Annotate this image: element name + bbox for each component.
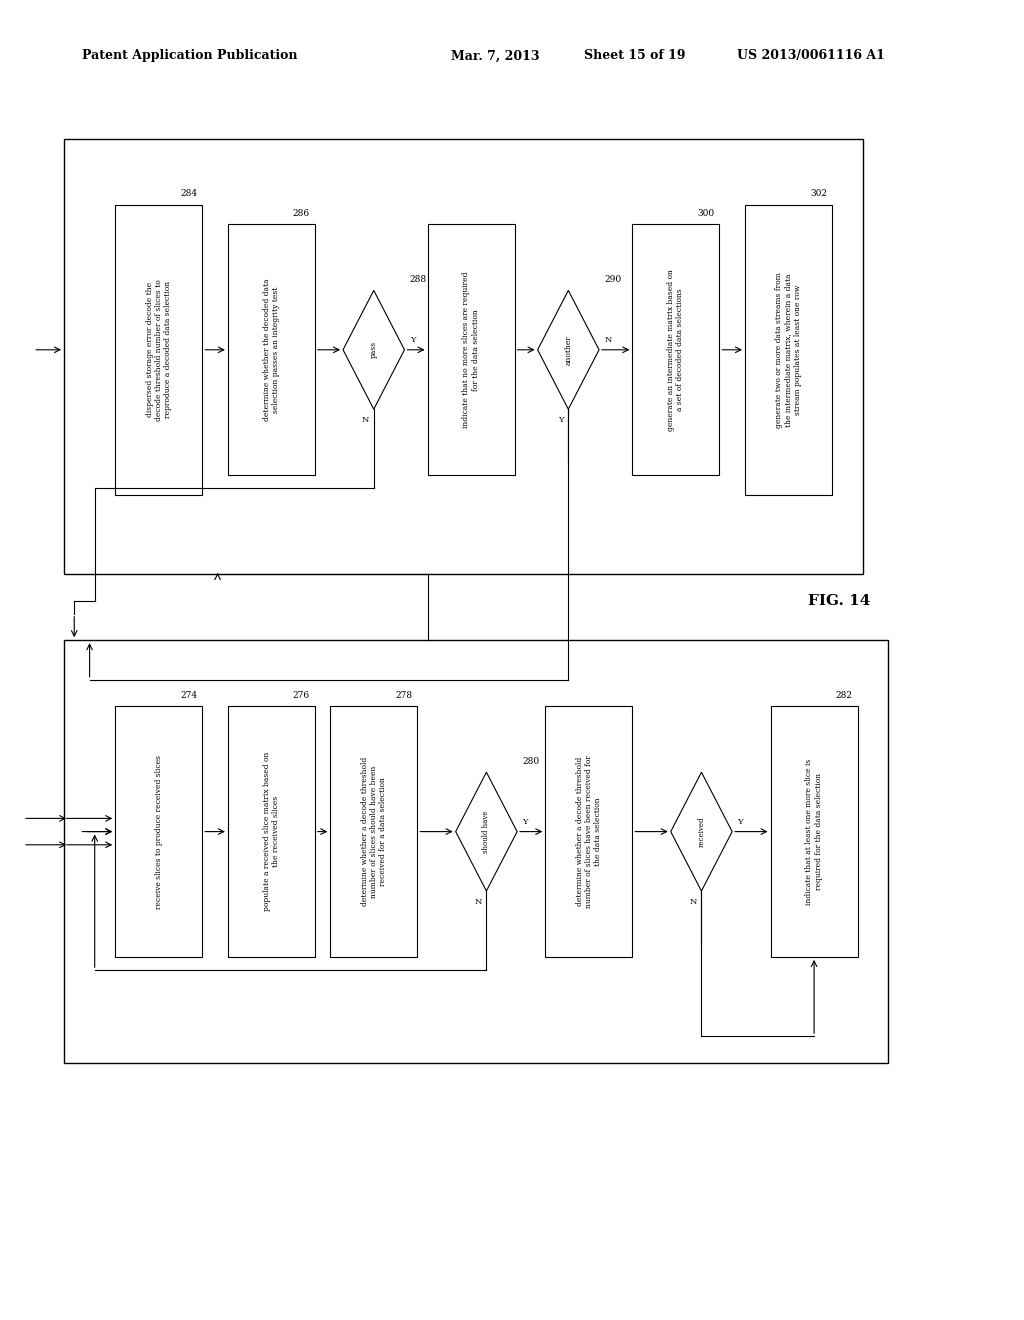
Text: FIG. 14: FIG. 14 [809,594,870,607]
Text: 282: 282 [836,690,852,700]
Text: generate two or more data streams from
the intermediate matrix, wherein a data
s: generate two or more data streams from t… [775,272,802,428]
Text: Patent Application Publication: Patent Application Publication [82,49,297,62]
Text: N: N [604,335,611,345]
Text: generate an intermediate matrix based on
a set of decoded data selections: generate an intermediate matrix based on… [668,269,684,430]
FancyBboxPatch shape [115,706,203,957]
Text: 302: 302 [810,189,827,198]
FancyBboxPatch shape [771,706,858,957]
Text: US 2013/0061116 A1: US 2013/0061116 A1 [737,49,885,62]
Text: 300: 300 [697,209,715,218]
Text: 280: 280 [522,756,540,766]
Polygon shape [343,290,404,409]
Text: determine whether the decoded data
selection passes an integrity test: determine whether the decoded data selec… [263,279,280,421]
FancyBboxPatch shape [115,205,203,495]
Text: indicate that at least one more slice is
required for the data selection: indicate that at least one more slice is… [806,759,822,904]
Text: populate a received slice matrix based on
the received slices: populate a received slice matrix based o… [263,752,280,911]
Polygon shape [671,772,732,891]
Text: 288: 288 [410,275,427,284]
FancyBboxPatch shape [227,706,315,957]
FancyBboxPatch shape [428,224,515,475]
FancyBboxPatch shape [227,224,315,475]
Polygon shape [456,772,517,891]
FancyBboxPatch shape [545,706,632,957]
Text: N: N [361,416,369,425]
Text: 286: 286 [293,209,309,218]
Text: 284: 284 [180,189,197,198]
Text: N: N [689,898,696,907]
Text: N: N [474,898,481,907]
FancyBboxPatch shape [745,205,831,495]
FancyBboxPatch shape [633,224,719,475]
Text: receive slices to produce received slices: receive slices to produce received slice… [155,755,163,908]
Text: received: received [697,816,706,847]
Text: should have: should have [482,810,490,853]
Text: determine whether a decode threshold
number of slices have been received for
the: determine whether a decode threshold num… [575,755,602,908]
Text: determine whether a decode threshold
number of slices should have been
received : determine whether a decode threshold num… [360,756,387,907]
Text: Y: Y [410,335,415,345]
Text: Y: Y [558,416,563,425]
Text: another: another [564,335,572,364]
Text: indicate that no more slices are required
for the data selection: indicate that no more slices are require… [463,272,479,428]
Text: Sheet 15 of 19: Sheet 15 of 19 [584,49,685,62]
Text: Mar. 7, 2013: Mar. 7, 2013 [451,49,539,62]
Text: 276: 276 [293,690,309,700]
Text: 274: 274 [180,690,197,700]
FancyBboxPatch shape [330,706,418,957]
Text: dispersed storage error decode the
decode threshold number of slices to
reproduc: dispersed storage error decode the decod… [145,279,172,421]
Text: Y: Y [737,817,742,826]
Text: 278: 278 [395,690,412,700]
Polygon shape [538,290,599,409]
Text: Y: Y [522,817,527,826]
Text: 290: 290 [604,275,622,284]
Text: pass: pass [370,342,378,358]
